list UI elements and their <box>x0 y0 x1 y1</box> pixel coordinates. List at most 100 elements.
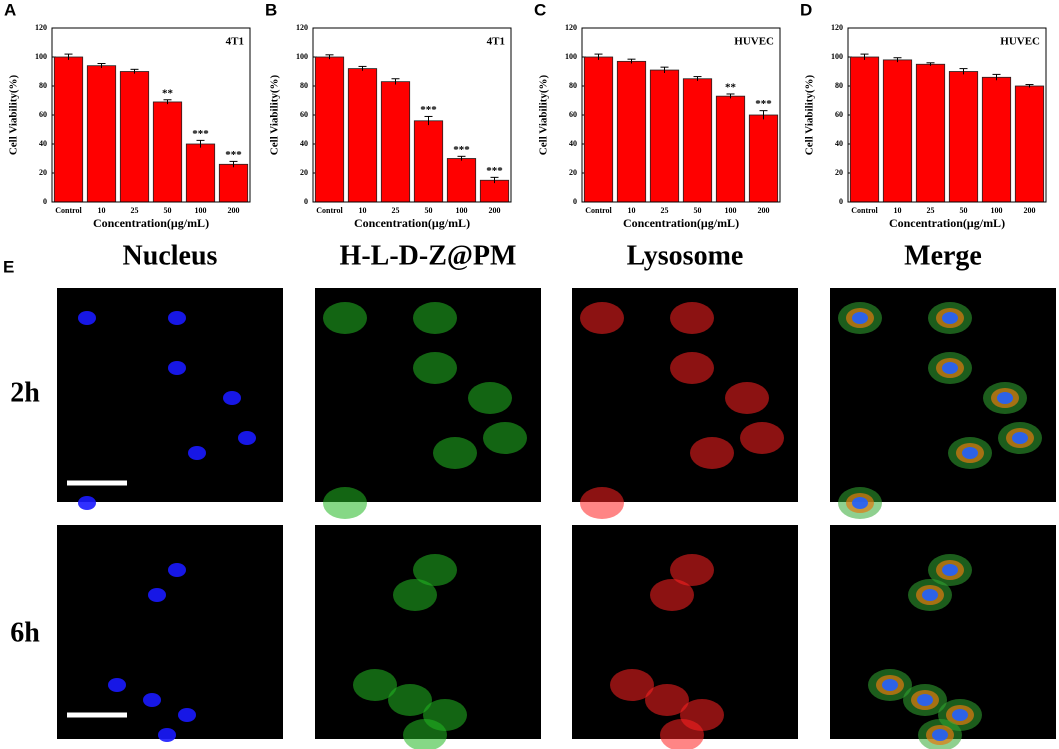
y-tick-label: 100 <box>565 52 577 61</box>
panel-letter: E <box>3 257 14 276</box>
chart-label: HUVEC <box>734 36 774 48</box>
significance: *** <box>420 104 437 116</box>
chart-label: HUVEC <box>1000 36 1040 48</box>
nucleus <box>178 708 196 722</box>
cell <box>468 382 512 414</box>
bar <box>583 56 614 203</box>
x-tick-label: 100 <box>991 206 1003 215</box>
bar <box>1014 85 1045 203</box>
cell <box>388 684 432 716</box>
bar <box>748 114 779 203</box>
nucleus <box>78 496 96 510</box>
bar <box>948 71 979 203</box>
nucleus <box>882 679 898 691</box>
x-axis-label: Concentration(μg/mL) <box>623 216 739 230</box>
y-tick-label: 80 <box>300 81 308 90</box>
y-tick-label: 0 <box>573 197 577 206</box>
x-tick-label: Control <box>55 206 82 215</box>
cell <box>393 579 437 611</box>
x-tick-label: 100 <box>725 206 737 215</box>
bar <box>185 143 216 203</box>
y-tick-label: 0 <box>839 197 843 206</box>
y-tick-label: 120 <box>296 23 308 32</box>
y-tick-label: 20 <box>835 168 843 177</box>
y-axis-label: Cell Viability(%) <box>269 74 281 155</box>
cell <box>323 487 367 519</box>
x-tick-label: 10 <box>894 206 902 215</box>
bar <box>152 101 183 203</box>
cell <box>690 437 734 469</box>
nucleus <box>108 678 126 692</box>
bar <box>86 65 117 203</box>
y-tick-label: 40 <box>39 139 47 148</box>
panel-letter: D <box>800 0 812 19</box>
nucleus <box>223 391 241 405</box>
significance: *** <box>453 144 470 156</box>
x-tick-label: 10 <box>628 206 636 215</box>
x-tick-label: 100 <box>195 206 207 215</box>
x-tick-label: 25 <box>131 206 139 215</box>
significance: *** <box>225 149 242 161</box>
nucleus <box>917 694 933 706</box>
y-tick-label: 0 <box>304 197 308 206</box>
nucleus <box>148 588 166 602</box>
bar <box>380 81 411 203</box>
x-tick-label: 50 <box>425 206 433 215</box>
nucleus <box>1012 432 1028 444</box>
row-label: 2h <box>10 377 40 408</box>
chart-label: 4T1 <box>226 36 244 48</box>
x-tick-label: 25 <box>392 206 400 215</box>
x-tick-label: 10 <box>359 206 367 215</box>
cell <box>433 437 477 469</box>
nucleus <box>168 311 186 325</box>
y-tick-label: 60 <box>569 110 577 119</box>
x-tick-label: 200 <box>758 206 770 215</box>
x-tick-label: 25 <box>661 206 669 215</box>
nucleus <box>942 362 958 374</box>
bar <box>347 68 378 203</box>
y-tick-label: 100 <box>831 52 843 61</box>
cell <box>610 669 654 701</box>
nucleus <box>852 312 868 324</box>
nucleus <box>238 431 256 445</box>
bar <box>119 71 150 203</box>
cell <box>413 554 457 586</box>
significance: ** <box>725 82 737 94</box>
column-heading: Lysosome <box>627 240 744 271</box>
panel-letter: C <box>534 0 546 19</box>
x-tick-label: 200 <box>228 206 240 215</box>
bar <box>849 56 880 203</box>
axes-frame <box>847 27 1047 203</box>
cell <box>323 302 367 334</box>
micrograph <box>57 525 283 739</box>
nucleus <box>932 729 948 741</box>
nucleus <box>852 497 868 509</box>
micrographs <box>57 288 1056 749</box>
cell <box>413 302 457 334</box>
x-tick-label: 200 <box>1024 206 1036 215</box>
y-tick-label: 100 <box>296 52 308 61</box>
nucleus <box>143 693 161 707</box>
nucleus <box>922 589 938 601</box>
x-tick-label: 200 <box>489 206 501 215</box>
bar <box>715 95 746 203</box>
x-tick-label: 10 <box>98 206 106 215</box>
x-tick-label: 25 <box>927 206 935 215</box>
bar <box>981 76 1012 203</box>
bar <box>649 69 680 203</box>
cell <box>353 669 397 701</box>
nucleus <box>188 446 206 460</box>
x-tick-label: Control <box>316 206 343 215</box>
y-tick-label: 120 <box>831 23 843 32</box>
significance: *** <box>192 128 209 140</box>
y-tick-label: 120 <box>565 23 577 32</box>
nucleus <box>168 361 186 375</box>
bar <box>53 56 84 203</box>
y-tick-label: 80 <box>835 81 843 90</box>
nucleus <box>78 311 96 325</box>
panel-letter: A <box>4 0 16 19</box>
nucleus <box>168 563 186 577</box>
nucleus <box>962 447 978 459</box>
y-tick-label: 120 <box>35 23 47 32</box>
cell <box>650 579 694 611</box>
